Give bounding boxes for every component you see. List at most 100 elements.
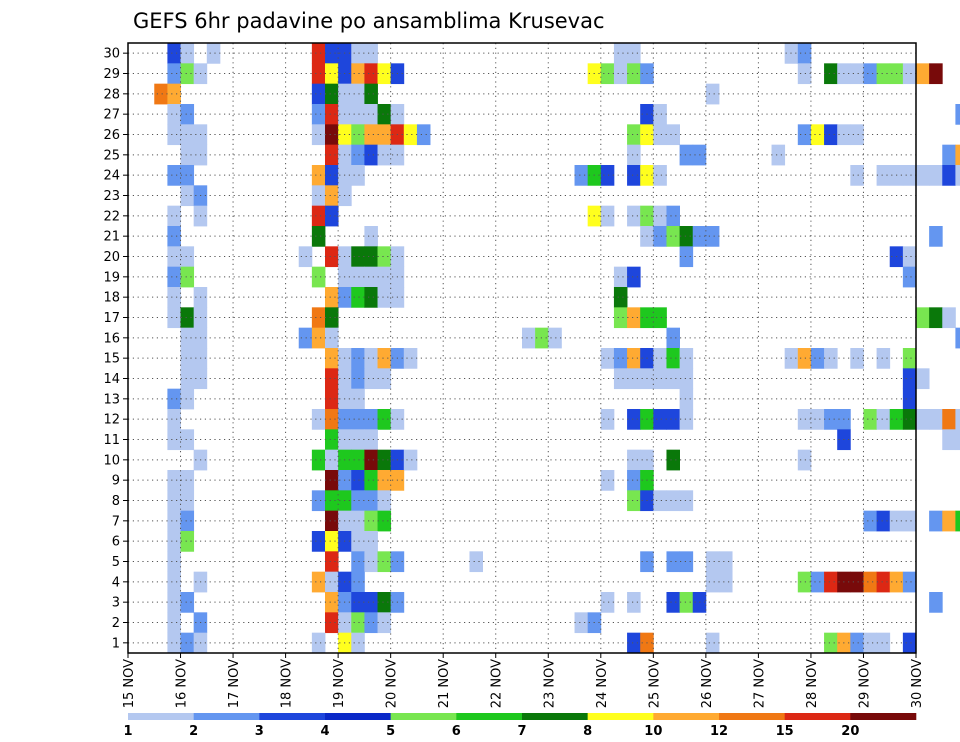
heatmap-cell — [377, 490, 392, 512]
heatmap-cell — [613, 307, 628, 329]
heatmap-cell — [377, 104, 392, 125]
heatmap-cell — [627, 205, 641, 227]
heatmap-cell — [311, 632, 326, 654]
heatmap-cell — [574, 165, 589, 186]
colorbar: 1 2 3 4 5 6 7 8 10 12 15 20 — [123, 713, 917, 739]
heatmap-cell — [325, 388, 339, 410]
heatmap-cell — [416, 124, 431, 146]
heatmap-cell — [653, 205, 667, 227]
heatmap-cell — [180, 185, 195, 207]
y-tick-label: 14 — [103, 372, 120, 387]
colorbar-label: 10 — [644, 724, 662, 739]
y-tick-label: 17 — [103, 311, 120, 326]
heatmap-cell — [167, 83, 181, 105]
heatmap-cell — [364, 592, 378, 613]
heatmap-cell — [180, 165, 195, 186]
heatmap-cell — [351, 348, 365, 369]
x-axis-ticks: 15 NOV 16 NOV 17 NOV 18 NOV 19 NOV 20 NOV 21 N… — [122, 653, 925, 708]
heatmap-cell — [180, 388, 195, 410]
heatmap-cell — [311, 43, 326, 64]
heatmap-cell — [325, 409, 339, 430]
heatmap-cell — [810, 124, 825, 146]
heatmap-cell — [929, 307, 943, 329]
heatmap-cell — [364, 246, 378, 268]
heatmap-cell — [679, 388, 694, 410]
heatmap-cell — [377, 266, 392, 288]
chart-title: GEFS 6hr padavine po ansamblima Krusevac — [133, 9, 605, 33]
heatmap-cell — [180, 632, 195, 654]
colorbar-segment — [456, 713, 523, 720]
heatmap-cell — [902, 368, 917, 390]
heatmap-cell — [325, 531, 339, 552]
heatmap-cell — [797, 449, 812, 471]
heatmap-cell — [929, 63, 943, 85]
heatmap-cell — [180, 266, 195, 288]
heatmap-cell — [180, 144, 195, 166]
heatmap-cell — [351, 490, 365, 512]
heatmap-cell — [154, 83, 168, 105]
x-tick-label: 17 NOV — [227, 659, 242, 708]
heatmap-cell — [942, 409, 956, 430]
heatmap-cell — [364, 63, 378, 85]
heatmap-cell — [311, 124, 326, 146]
heatmap-cell — [627, 470, 641, 491]
colorbar-label: 12 — [710, 724, 728, 739]
heatmap-cell — [666, 124, 680, 146]
heatmap-cell — [180, 246, 195, 268]
heatmap-cell — [298, 246, 313, 268]
heatmap-cell — [797, 409, 812, 430]
heatmap-cell — [311, 104, 326, 125]
heatmap-cell — [613, 266, 628, 288]
heatmap-cell — [797, 63, 812, 85]
heatmap-cell — [929, 592, 943, 613]
y-tick-label: 30 — [103, 47, 120, 62]
x-tick-label: 24 NOV — [595, 659, 610, 708]
heatmap-cell — [364, 226, 378, 247]
heatmap-cell — [955, 327, 960, 349]
heatmap-cell — [627, 43, 641, 64]
heatmap-cell — [351, 63, 365, 85]
heatmap-cell — [180, 124, 195, 146]
heatmap-cell — [180, 43, 195, 64]
heatmap-cell — [627, 266, 641, 288]
heatmap-cell — [325, 592, 339, 613]
colorbar-segment — [390, 713, 457, 720]
heatmap-cell — [167, 124, 181, 146]
heatmap-cell — [627, 490, 641, 512]
heatmap-cell — [902, 165, 917, 186]
heatmap-cell — [325, 551, 339, 573]
heatmap-cell — [311, 205, 326, 227]
heatmap-cell — [627, 409, 641, 430]
heatmap-cell — [377, 246, 392, 268]
heatmap-cell — [679, 246, 694, 268]
y-tick-label: 13 — [103, 392, 120, 407]
colorbar-label: 6 — [452, 724, 461, 739]
heatmap-cell — [325, 63, 339, 85]
heatmap-cell — [929, 510, 943, 532]
colorbar-label: 4 — [320, 724, 329, 739]
heatmap-cell — [180, 510, 195, 532]
heatmap-cell — [850, 348, 864, 369]
heatmap-cell — [666, 368, 680, 390]
heatmap-cell — [167, 571, 181, 593]
y-tick-label: 4 — [112, 575, 120, 590]
heatmap-cell — [364, 490, 378, 512]
heatmap-cell — [613, 287, 628, 308]
heatmap-cell — [929, 409, 943, 430]
heatmap-cell — [876, 165, 891, 186]
heatmap-cell — [311, 571, 326, 593]
heatmap-cell — [364, 266, 378, 288]
heatmap-cell — [377, 144, 392, 166]
heatmap-cell — [403, 449, 418, 471]
heatmap-cell — [666, 592, 680, 613]
y-tick-label: 2 — [112, 616, 120, 631]
heatmap-cell — [850, 124, 864, 146]
heatmap-cell — [351, 246, 365, 268]
heatmap-cell — [627, 144, 641, 166]
heatmap-cell — [167, 205, 181, 227]
heatmap-cell — [351, 388, 365, 410]
colorbar-label: 5 — [386, 724, 395, 739]
heatmap-cell — [403, 124, 418, 146]
heatmap-cell — [325, 429, 339, 451]
heatmap-cell — [666, 551, 680, 573]
